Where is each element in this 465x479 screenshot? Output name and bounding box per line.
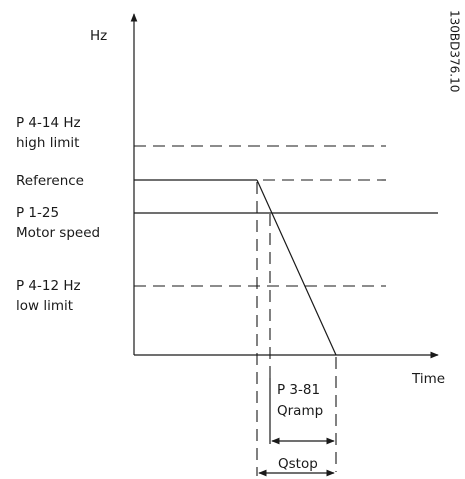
interval-label: Qramp [277, 403, 323, 419]
interval-label: Qstop [278, 456, 318, 472]
level-param: P 1-25 [16, 205, 59, 221]
level-label: Reference [16, 173, 84, 189]
ramp-line [256, 179, 337, 356]
x-axis-label: Time [411, 371, 445, 387]
y-axis-label: Hz [90, 28, 107, 44]
figure-id: 130BD376.10 [448, 10, 462, 92]
level-label: Motor speed [16, 225, 100, 241]
level-param: P 4-12 Hz [16, 278, 81, 294]
level-label: high limit [16, 135, 79, 151]
interval-param: P 3-81 [277, 382, 320, 398]
level-label: low limit [16, 298, 73, 314]
level-param: P 4-14 Hz [16, 115, 81, 131]
